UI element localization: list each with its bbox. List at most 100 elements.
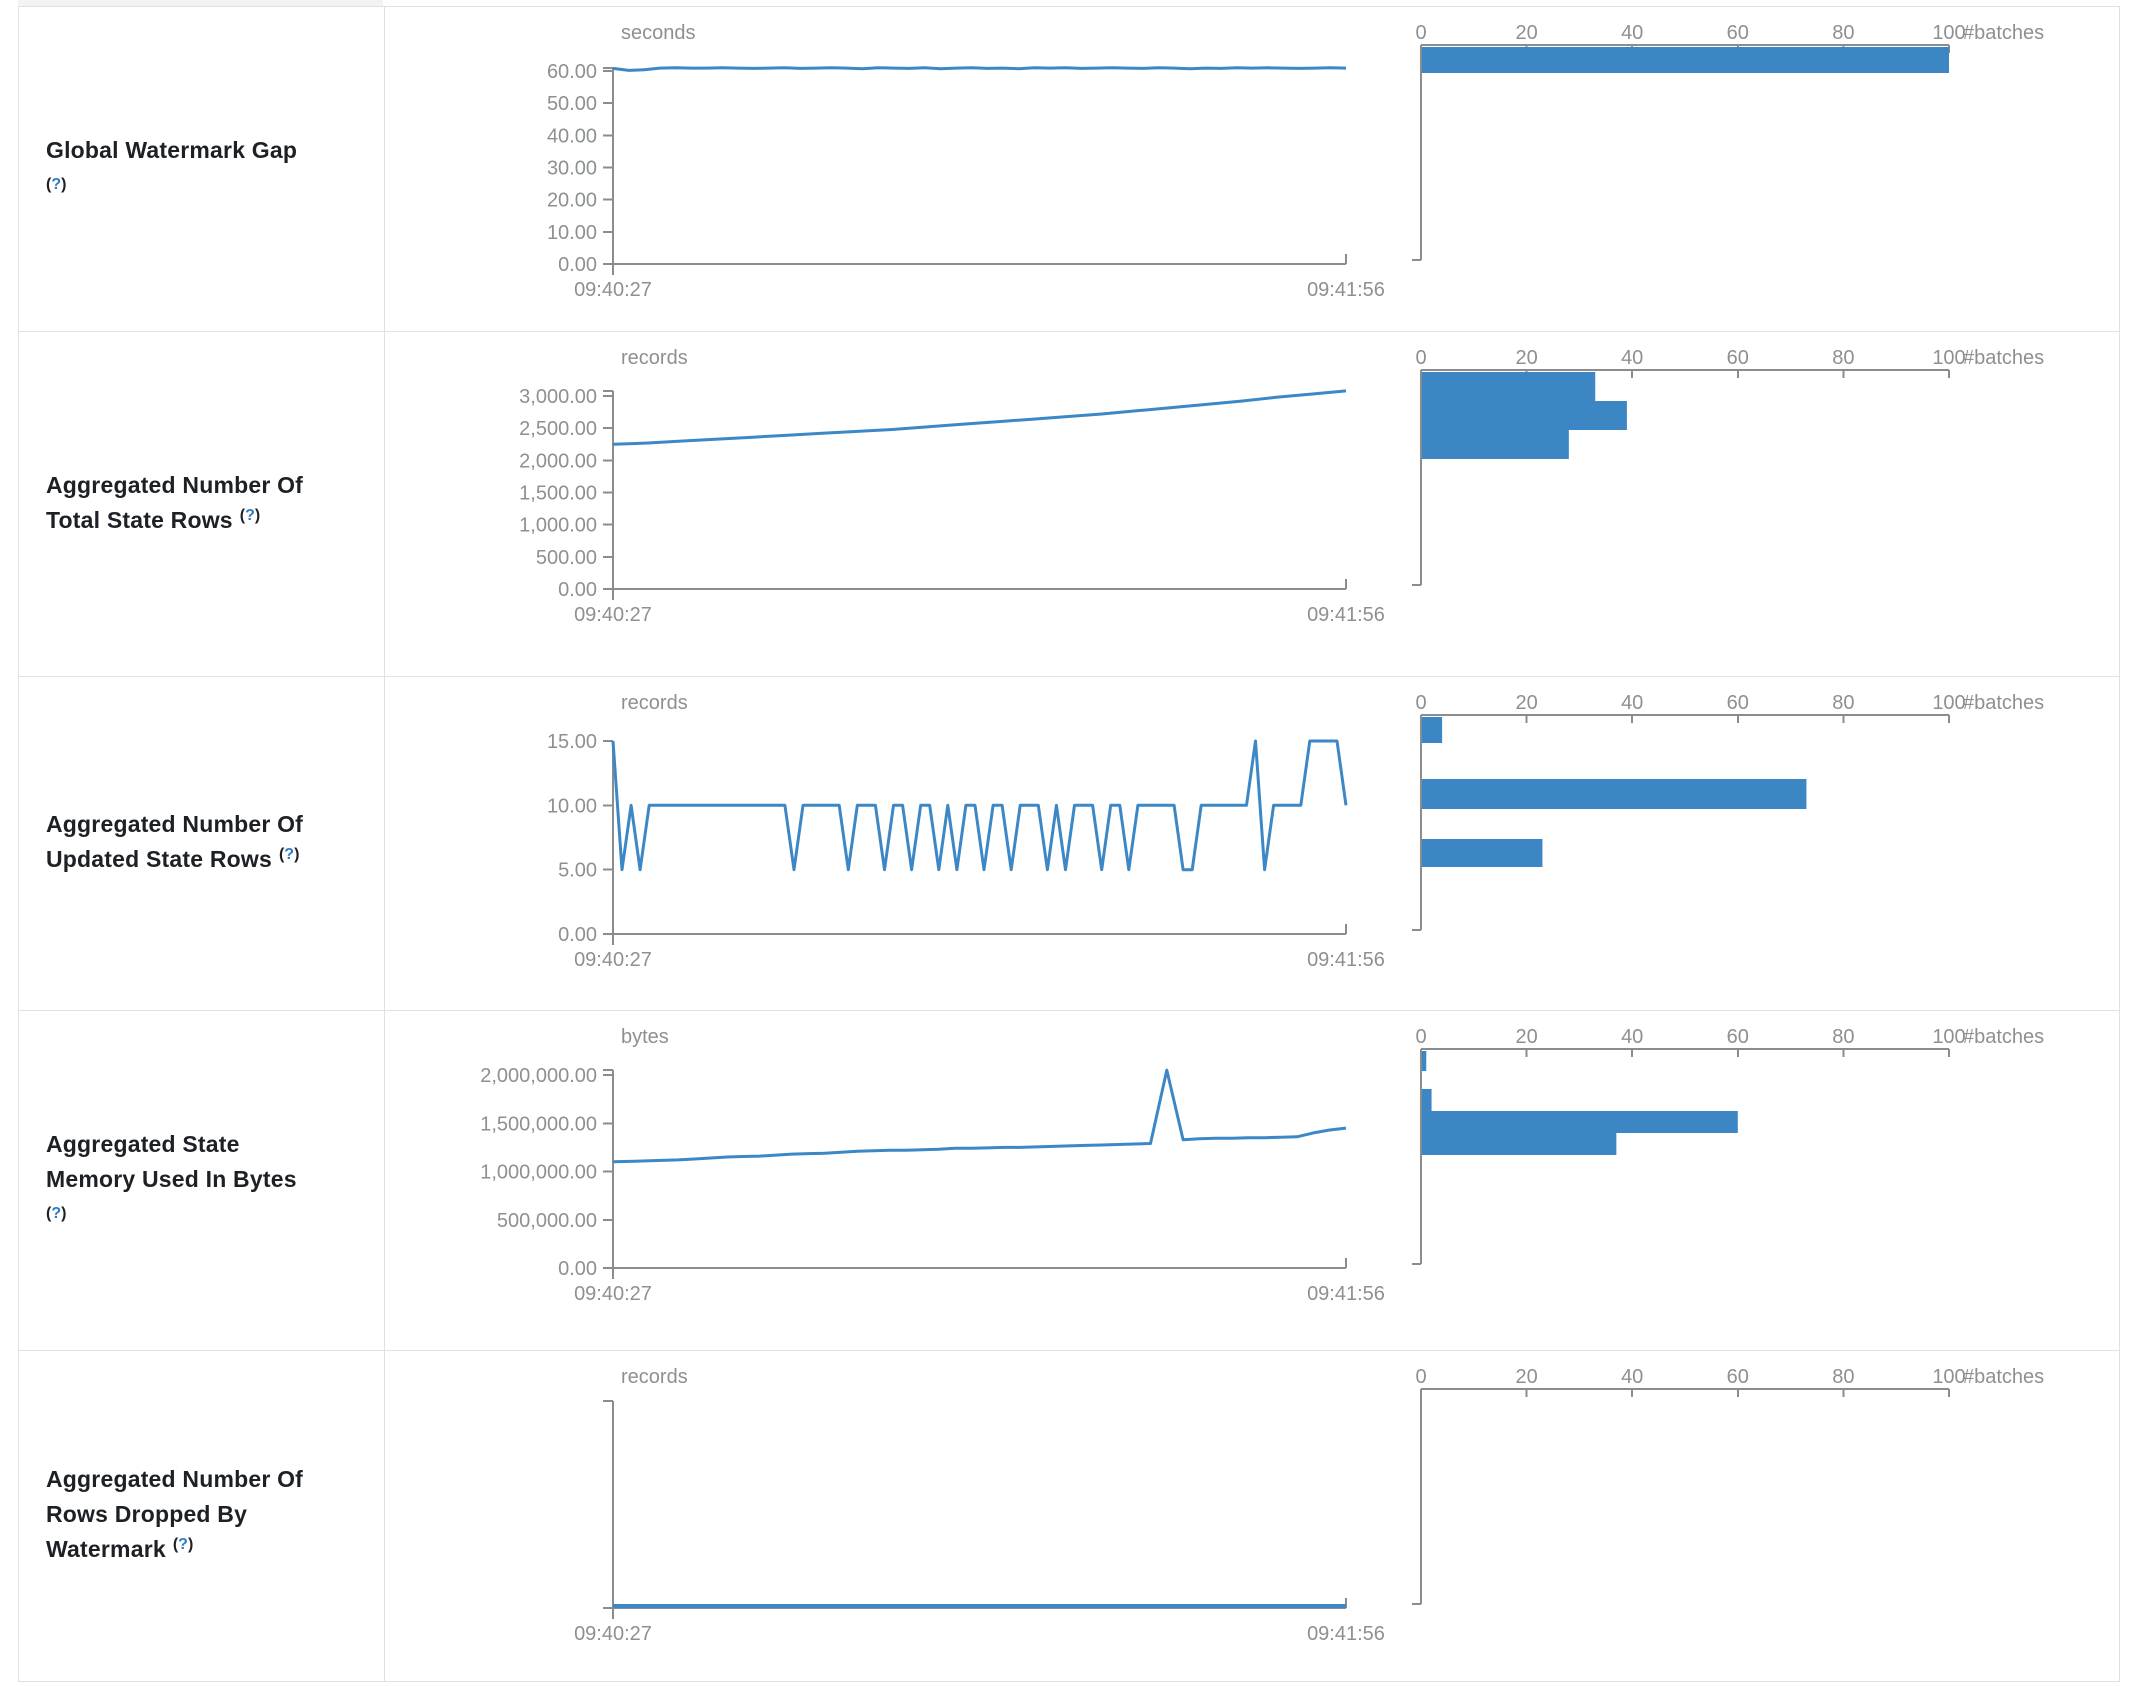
metric-label-cell: Aggregated Number Of Updated State Rows (?… [19, 677, 385, 1010]
metric-label-text: Global Watermark Gap [46, 136, 298, 163]
histogram-x-tick-label: 40 [1621, 692, 1643, 714]
timeline-unit-label: bytes [621, 1026, 669, 1048]
metric-label-line: Aggregated Number Of [46, 468, 303, 503]
histogram-x-tick-label: 80 [1832, 1366, 1854, 1388]
metric-label: Aggregated State Memory Used In Bytes (?) [46, 1127, 297, 1235]
help-paren-open: ( [278, 846, 285, 863]
histogram-bar [1422, 1133, 1617, 1155]
metric-label: Aggregated Number Of Rows Dropped By Water… [46, 1462, 303, 1570]
timeline-y-tick-label: 1,500,000.00 [480, 1113, 597, 1135]
histogram-x-tick-label: 60 [1727, 22, 1749, 44]
timeline-y-tick-label: 0.00 [558, 254, 597, 276]
histogram-bar [1422, 47, 1949, 73]
help-paren-close: ) [254, 506, 261, 524]
metric-charts-cell: records 09:40:27 09:41:56 0 20 40 60 80 100 #batc… [385, 1351, 2119, 1681]
timeline-y-tick-label: 5.00 [558, 860, 597, 882]
help-link[interactable]: (?) [173, 1536, 193, 1553]
timeline-y-tick-label: 0.00 [558, 924, 597, 946]
histogram-x-tick-label: 20 [1515, 1026, 1537, 1048]
metric-label-line: Aggregated Number Of [46, 1462, 303, 1497]
metric-label-line: Total State Rows (?) [46, 503, 303, 541]
metric-label-text: Aggregated Number Of [46, 811, 304, 837]
metric-label-line: Memory Used In Bytes [46, 1162, 297, 1197]
metric-row-4: Aggregated Number Of Rows Dropped By Water… [19, 1351, 2119, 1681]
timeline-and-histogram-chart: bytes 2,000,000.00 1,500,000.00 1,000,000.0… [480, 1026, 2044, 1305]
timeline-end-time: 09:41:56 [1307, 1623, 1385, 1645]
histogram-x-tick-label: 100 [1932, 1366, 1965, 1388]
metric-label-cell: Aggregated State Memory Used In Bytes (?) [19, 1011, 385, 1350]
histogram-bar [1422, 430, 1569, 459]
timeline-and-histogram-chart: seconds 60.00 50.00 40.00 30.00 20.00 10.00 0.0… [547, 22, 2044, 301]
timeline-and-histogram-chart: records 15.00 10.00 5.00 0.00 09:40:27 09:41:5… [547, 692, 2044, 971]
histogram-x-tick-label: 80 [1832, 22, 1854, 44]
histogram-x-tick-label: 40 [1621, 22, 1643, 44]
histogram-axis-label: #batches [1963, 22, 2044, 44]
metric-label-line: Watermark (?) [46, 1532, 303, 1570]
metric-label-cell: Aggregated Number Of Total State Rows (?) [19, 332, 385, 676]
timeline-unit-label: records [621, 692, 688, 714]
metric-label-line: Aggregated Number Of [46, 807, 303, 842]
help-link[interactable]: (?) [240, 507, 260, 524]
help-link[interactable]: (?) [279, 846, 299, 863]
histogram-x-tick-label: 60 [1727, 692, 1749, 714]
metric-label-line: Rows Dropped By [46, 1497, 303, 1532]
histogram-x-tick-label: 20 [1515, 22, 1537, 44]
metric-label-cell: Global Watermark Gap (?) [19, 7, 385, 331]
help-paren-open: ( [172, 1536, 179, 1553]
histogram-x-tick-label: 100 [1932, 22, 1965, 44]
timeline-end-time: 09:41:56 [1307, 604, 1385, 626]
metric-row-1: Aggregated Number Of Total State Rows (?) … [19, 332, 2119, 677]
metric-label-text: Updated State Rows [46, 846, 272, 872]
help-paren-open: ( [239, 506, 246, 524]
metric-label-text: Aggregated Number Of [46, 1466, 304, 1492]
timeline-and-histogram-chart: records 09:40:27 09:41:56 0 20 40 60 80 100#batc… [574, 1366, 2044, 1645]
metric-label-text: Total State Rows [46, 506, 233, 533]
metrics-table: Global Watermark Gap (?) seconds 60.00 50.0… [18, 6, 2120, 1682]
histogram-x-tick-label: 20 [1515, 1366, 1537, 1388]
timeline-y-tick-label: 60.00 [547, 61, 597, 83]
help-question-icon[interactable]: ? [245, 506, 255, 524]
histogram-x-tick-label: 80 [1832, 692, 1854, 714]
timeline-y-tick-label: 1,000,000.00 [480, 1162, 597, 1184]
metric-label-line: Updated State Rows (?) [46, 842, 303, 880]
help-paren-open: ( [46, 175, 52, 193]
help-link[interactable]: (?) [46, 1205, 66, 1222]
metric-label: Aggregated Number Of Updated State Rows (?… [46, 807, 303, 880]
timeline-start-time: 09:40:27 [574, 1283, 652, 1305]
histogram-bar [1422, 401, 1627, 430]
histogram-axis-label: #batches [1963, 692, 2044, 714]
help-question-icon[interactable]: ? [51, 175, 62, 193]
histogram-bar [1422, 717, 1443, 743]
help-question-icon[interactable]: ? [284, 846, 295, 863]
timeline-y-tick-label: 1,000.00 [519, 515, 597, 537]
timeline-y-tick-label: 10.00 [547, 222, 597, 244]
help-paren-close: ) [61, 175, 67, 193]
help-question-icon[interactable]: ? [51, 1204, 62, 1222]
histogram-bar [1422, 839, 1543, 867]
timeline-line [612, 389, 1347, 446]
histogram-x-tick-label: 0 [1415, 692, 1426, 714]
help-question-icon[interactable]: ? [178, 1536, 188, 1553]
timeline-y-tick-label: 0.00 [558, 1258, 597, 1280]
help-paren-close: ) [61, 1204, 67, 1222]
histogram-axis-label: #batches [1963, 1366, 2044, 1388]
metric-label-cell: Aggregated Number Of Rows Dropped By Water… [19, 1351, 385, 1681]
timeline-start-time: 09:40:27 [574, 604, 652, 626]
metric-label-line: Aggregated State [46, 1127, 297, 1162]
timeline-end-time: 09:41:56 [1307, 279, 1385, 301]
timeline-y-tick-label: 2,000,000.00 [480, 1065, 597, 1087]
help-link[interactable]: (?) [46, 176, 66, 193]
timeline-and-histogram-chart: records 3,000.00 2,500.00 2,000.00 1,500.00 1… [519, 347, 2044, 626]
timeline-start-time: 09:40:27 [574, 279, 652, 301]
metric-row-2: Aggregated Number Of Updated State Rows (?… [19, 677, 2119, 1011]
histogram-x-tick-label: 100 [1932, 692, 1965, 714]
timeline-y-tick-label: 2,000.00 [519, 450, 597, 472]
timeline-y-tick-label: 10.00 [547, 795, 597, 817]
timeline-end-time: 09:41:56 [1307, 1283, 1385, 1305]
help-paren-close: ) [187, 1536, 194, 1553]
timeline-y-tick-label: 50.00 [547, 93, 597, 115]
histogram-x-tick-label: 0 [1415, 1366, 1426, 1388]
metric-label-text: Aggregated State [46, 1130, 240, 1157]
timeline-y-tick-label: 500.00 [536, 547, 597, 569]
histogram-bar [1422, 372, 1596, 401]
